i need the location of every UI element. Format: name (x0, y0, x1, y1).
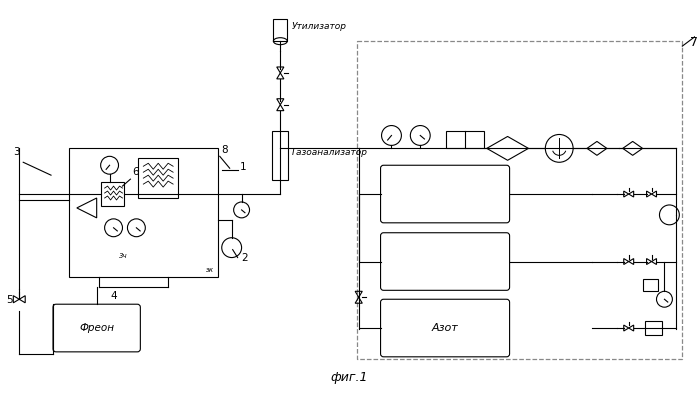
Text: 2: 2 (242, 252, 248, 262)
Bar (644, 321, 663, 335)
Text: 3: 3 (13, 147, 20, 157)
Bar (356, 41, 682, 359)
Text: эк: эк (206, 268, 214, 274)
Text: Утилизатор: Утилизатор (292, 22, 347, 31)
Text: Фреон: Фреон (79, 323, 114, 333)
FancyBboxPatch shape (380, 165, 510, 223)
FancyBboxPatch shape (380, 233, 510, 290)
Bar (138, 158, 178, 198)
Bar (446, 131, 484, 148)
FancyBboxPatch shape (53, 304, 140, 352)
Text: Азот: Азот (432, 323, 459, 333)
Bar (69, 148, 218, 278)
Text: 8: 8 (222, 145, 229, 155)
Text: 1: 1 (240, 162, 246, 172)
Text: 7: 7 (690, 36, 698, 49)
Text: 6: 6 (132, 167, 139, 177)
Text: 3ч: 3ч (119, 252, 128, 258)
Text: 4: 4 (110, 291, 117, 301)
Bar (273, 131, 288, 180)
Text: фиг.1: фиг.1 (330, 371, 368, 384)
Bar (642, 279, 658, 291)
FancyBboxPatch shape (380, 299, 510, 357)
Text: Газоанализатор: Газоанализатор (292, 148, 368, 157)
Bar (273, 19, 287, 41)
Text: 5: 5 (6, 295, 13, 305)
Bar (101, 182, 124, 206)
